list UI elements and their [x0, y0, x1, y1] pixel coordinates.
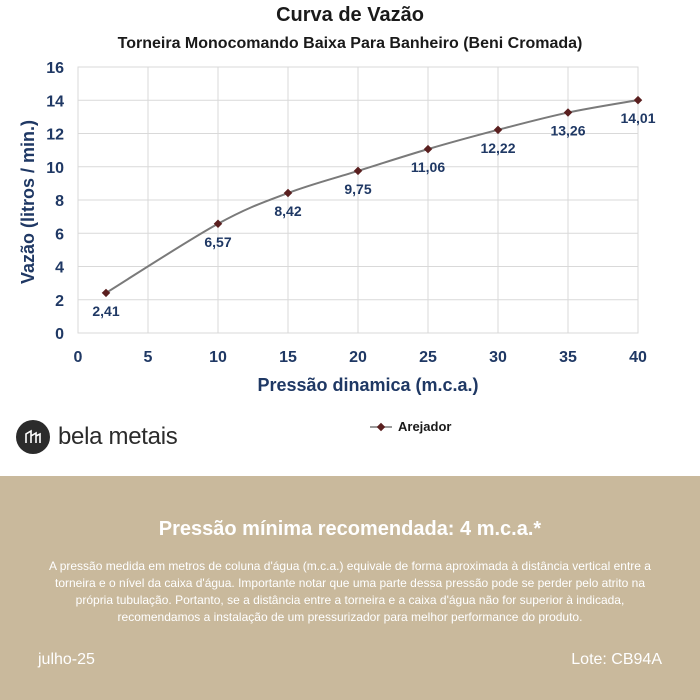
data-point: [283, 188, 293, 198]
pressure-note: A pressão medida em metros de coluna d'á…: [49, 559, 651, 624]
x-tick-label: 30: [489, 349, 507, 366]
data-label: 14,01: [620, 110, 655, 126]
x-axis-label: Pressão dinamica (m.c.a.): [257, 375, 478, 395]
y-tick-label: 2: [55, 293, 64, 310]
x-tick-label: 15: [279, 349, 297, 366]
x-tick-label: 0: [74, 349, 83, 366]
brand-name: bela metais: [58, 423, 178, 450]
flow-curve-chart: 0 2 4 6 8 10 12 14 16 0 5 10 15 20 25 30 35 40 Pressão din…: [18, 60, 656, 395]
data-point: [633, 95, 643, 105]
y-tick-label: 14: [46, 93, 64, 110]
data-point: [101, 288, 111, 298]
data-label: 9,75: [344, 181, 371, 197]
y-tick-label: 6: [55, 226, 64, 243]
y-tick-label: 10: [46, 160, 64, 177]
x-tick-label: 40: [629, 349, 647, 366]
chart-subtitle: Torneira Monocomando Baixa Para Banheiro…: [117, 35, 583, 52]
data-point: [423, 144, 433, 154]
info-panel: Pressão mínima recomendada: 4 m.c.a.* A …: [0, 476, 700, 700]
brand-logo: bela metais: [16, 420, 178, 454]
data-point: [353, 166, 363, 176]
data-label: 11,06: [411, 159, 445, 175]
x-tick-label: 5: [144, 349, 153, 366]
data-label: 13,26: [550, 123, 585, 139]
y-tick-label: 12: [46, 127, 64, 144]
building-icon: [16, 420, 50, 454]
date-label: julho-25: [38, 651, 95, 668]
data-point: [213, 219, 223, 229]
x-tick-label: 35: [559, 349, 577, 366]
y-tick-label: 0: [55, 326, 64, 343]
data-label: 6,57: [204, 234, 231, 250]
x-tick-label: 10: [209, 349, 227, 366]
chart-panel: 0 2 4 6 8 10 12 14 16 0 5 10 15 20 25 30 35 40 Pressão din…: [16, 4, 656, 454]
x-tick-label: 20: [349, 349, 367, 366]
y-tick-label: 8: [55, 193, 64, 210]
lot-label: Lote: CB94A: [571, 651, 662, 668]
chart-title: Curva de Vazão: [276, 4, 424, 26]
data-label: 12,22: [480, 140, 515, 156]
y-tick-label: 16: [46, 60, 64, 77]
chart-legend: Arejador: [370, 419, 451, 434]
data-label: 2,41: [92, 303, 119, 319]
y-axis-label: Vazão (litros / min.): [18, 120, 38, 284]
y-tick-label: 4: [55, 260, 64, 277]
data-point: [493, 125, 503, 135]
legend-label: Arejador: [398, 419, 452, 434]
legend-marker-icon: [370, 422, 392, 431]
x-tick-label: 25: [419, 349, 437, 366]
data-label: 8,42: [274, 203, 301, 219]
data-point: [563, 108, 573, 117]
min-pressure-heading: Pressão mínima recomendada: 4 m.c.a.*: [158, 518, 542, 540]
